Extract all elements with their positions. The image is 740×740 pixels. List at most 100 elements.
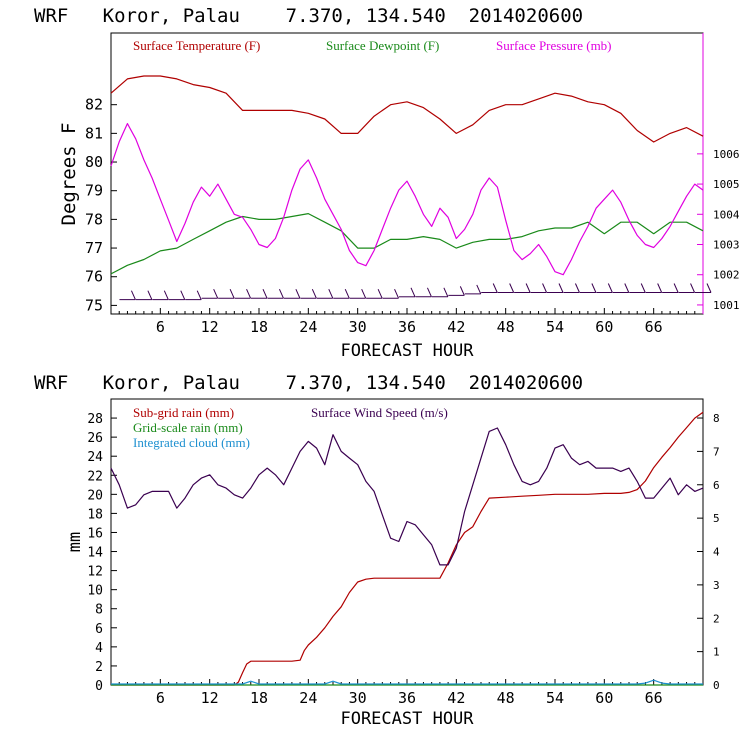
legend-surface-temperature: Surface Temperature (F) [133,38,260,53]
wind-barb-feather [361,289,367,299]
wind-barb-feather [344,289,350,299]
left-tick-label: 81 [85,124,103,142]
right-tick-label: 2 [713,612,720,625]
wind-barb-feather [542,283,548,293]
left-tick-label: 18 [87,507,103,522]
x-tick-label: 30 [349,689,367,707]
wind-barb-feather [558,283,564,293]
wind-barb-feather [574,283,580,293]
panel2-y-axis-label: mm [65,532,85,552]
panel2-title: WRF Koror, Palau 7.370, 134.540 20140206… [34,372,583,394]
left-tick-label: 8 [95,603,103,618]
x-tick-label: 66 [645,318,663,336]
wind-barb-feather [690,283,696,293]
wind-barb-feather [640,283,646,293]
legend-gridscale-rain: Grid-scale rain (mm) [133,420,243,435]
right-tick-label: 3 [713,579,720,592]
right-tick-label: 1002 [713,269,740,282]
x-tick-label: 12 [201,689,219,707]
panel1-right-ticks: 1001 1002 1003 1004 1005 1006 [697,148,740,312]
left-tick-label: 10 [87,584,103,599]
panel1-title: WRF Koror, Palau 7.370, 134.540 20140206… [34,5,583,27]
x-tick-label: 6 [156,689,165,707]
wind-barb-feather [410,287,416,297]
x-tick-label: 60 [595,689,613,707]
left-tick-label: 76 [85,268,103,286]
series-line-surface-temperature-f [110,75,704,143]
wind-barb-feather [607,283,613,293]
wind-barb-feather [229,289,235,299]
right-tick-label: 7 [713,445,720,458]
panel1-plot-frame [110,32,704,315]
left-tick-label: 6 [95,622,103,637]
legend-integrated-cloud: Integrated cloud (mm) [133,435,250,450]
legend-surface-wind-speed: Surface Wind Speed (m/s) [311,405,448,420]
x-tick-label: 30 [349,318,367,336]
left-tick-label: 2 [95,660,103,675]
x-tick-label: 60 [595,318,613,336]
wind-barb-feather [213,289,219,299]
panel1-series [110,75,712,301]
x-tick-label: 42 [447,689,465,707]
panel1-legend: Surface Temperature (F) Surface Dewpoint… [133,38,612,53]
wind-barb-feather [377,289,383,299]
left-tick-label: 78 [85,210,103,228]
x-tick-label: 54 [546,689,564,707]
wind-barb-feather [262,289,268,299]
x-tick-label: 42 [447,318,465,336]
right-tick-label: 1005 [713,178,740,191]
x-tick-label: 36 [398,689,416,707]
left-tick-label: 16 [87,526,103,541]
wind-barb-feather [394,289,400,299]
legend-subgrid-rain: Sub-grid rain (mm) [133,405,234,420]
x-tick-label: 36 [398,318,416,336]
series-line-integrated-cloud-mm [111,679,703,685]
left-tick-label: 12 [87,565,103,580]
wind-barb-feather [196,290,202,300]
right-tick-label: 1003 [713,239,740,252]
x-tick-label: 24 [299,689,317,707]
wind-barb-feather [591,283,597,293]
wind-barb-feather [624,283,630,293]
right-tick-label: 1006 [713,148,740,161]
wind-barb-feather [147,290,153,300]
left-tick-label: 24 [87,450,103,465]
panel2-right-ticks: 0 1 2 3 4 5 6 7 8 [697,412,720,692]
right-tick-label: 4 [713,546,720,559]
x-tick-label: 6 [156,318,165,336]
right-tick-label: 5 [713,512,720,525]
left-tick-label: 80 [85,153,103,171]
left-tick-label: 28 [87,412,103,427]
panel1-x-axis-label: FORECAST HOUR [340,341,474,361]
panel1-x-ticks: 6 12 18 24 30 36 42 48 54 60 66 [118,308,696,336]
legend-surface-pressure: Surface Pressure (mb) [496,38,612,53]
series-line-surface-wind-speed-m-s [110,427,704,566]
left-tick-label: 75 [85,296,103,314]
x-tick-label: 18 [250,689,268,707]
panel1-left-ticks: 75 76 77 78 79 80 81 82 [85,96,117,314]
panel2-legend: Sub-grid rain (mm) Grid-scale rain (mm) … [133,405,448,450]
wind-barb-feather [246,289,252,299]
x-tick-label: 54 [546,318,564,336]
wind-barb-feather [673,283,679,293]
right-tick-label: 6 [713,479,720,492]
legend-surface-dewpoint: Surface Dewpoint (F) [326,38,439,53]
series-line-surface-dewpoint-f [110,213,704,275]
right-tick-label: 8 [713,412,720,425]
series-line-surface-pressure-mb [110,123,704,276]
wind-barb-feather [706,283,712,293]
x-tick-label: 24 [299,318,317,336]
panel2-x-ticks: 6 12 18 24 30 36 42 48 54 60 66 [118,679,696,707]
x-tick-label: 66 [645,689,663,707]
wind-barb-feather [328,289,334,299]
wind-barb-feather [180,290,186,300]
wind-barbs [119,283,712,301]
x-tick-label: 48 [497,318,515,336]
wind-barb-feather [657,283,663,293]
wind-barb-feather [476,284,482,295]
left-tick-label: 0 [95,679,103,694]
right-tick-label: 1 [713,646,720,659]
wind-barb-feather [295,289,301,299]
wind-barb-feather [130,290,136,300]
